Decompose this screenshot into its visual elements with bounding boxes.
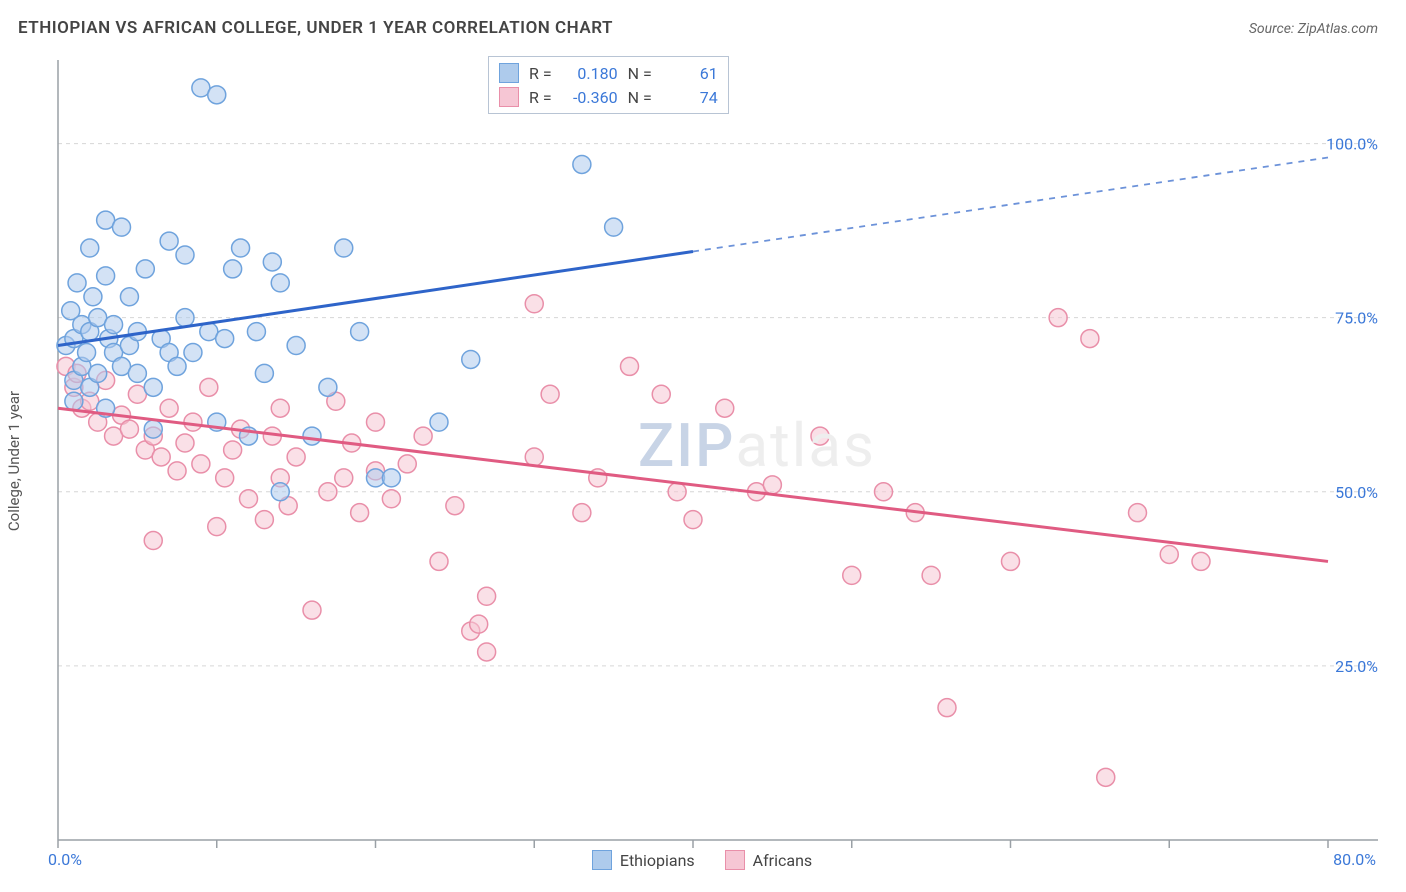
source-label: Source: ZipAtlas.com bbox=[1249, 21, 1378, 37]
bottom-legend: Ethiopians Africans bbox=[18, 850, 1386, 870]
legend-stats-box: R = 0.180 N = 61 R = -0.360 N = 74 bbox=[488, 56, 729, 114]
swatch-africans bbox=[499, 87, 519, 107]
legend-item-ethiopians: Ethiopians bbox=[592, 850, 695, 870]
scatter-plot: 25.0% 50.0% 75.0% 100.0% bbox=[18, 50, 1386, 870]
svg-text:50.0%: 50.0% bbox=[1335, 483, 1378, 502]
y-axis-label: College, Under 1 year bbox=[5, 391, 23, 531]
chart-container: College, Under 1 year 25.0%50.0%75.0%100… bbox=[18, 50, 1386, 872]
legend-item-africans: Africans bbox=[725, 850, 812, 870]
legend-stat-row: R = -0.360 N = 74 bbox=[499, 85, 718, 109]
legend-stat-row: R = 0.180 N = 61 bbox=[499, 61, 718, 85]
r-value-1: -0.360 bbox=[562, 88, 618, 107]
page-title: ETHIOPIAN VS AFRICAN COLLEGE, UNDER 1 YE… bbox=[18, 18, 613, 38]
n-label: N = bbox=[628, 64, 652, 83]
swatch-ethiopians bbox=[499, 63, 519, 83]
svg-text:25.0%: 25.0% bbox=[1335, 657, 1378, 676]
r-label: R = bbox=[529, 88, 552, 107]
swatch-africans-icon bbox=[725, 850, 745, 870]
x-max-label: 80.0% bbox=[1333, 850, 1376, 869]
r-label: R = bbox=[529, 64, 552, 83]
swatch-ethiopians-icon bbox=[592, 850, 612, 870]
n-label: N = bbox=[628, 88, 652, 107]
n-value-1: 74 bbox=[662, 88, 718, 107]
svg-text:100.0%: 100.0% bbox=[1326, 135, 1378, 154]
svg-text:75.0%: 75.0% bbox=[1335, 309, 1378, 328]
legend-label: Africans bbox=[753, 851, 812, 870]
legend-label: Ethiopians bbox=[620, 851, 695, 870]
x-min-label: 0.0% bbox=[48, 850, 82, 869]
n-value-0: 61 bbox=[662, 64, 718, 83]
r-value-0: 0.180 bbox=[562, 64, 618, 83]
